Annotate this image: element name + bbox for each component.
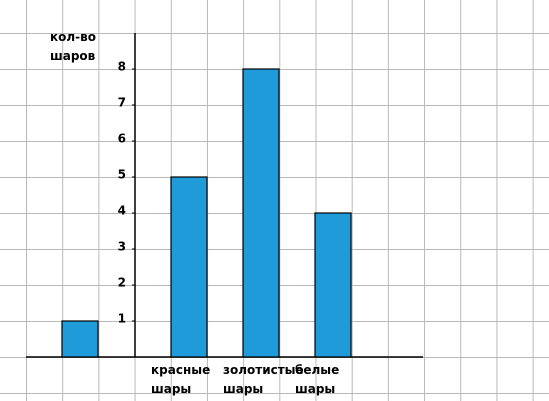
x-tick-label: красные шары <box>151 363 211 396</box>
bar <box>61 320 99 358</box>
bar <box>242 68 280 358</box>
y-axis-label: кол-во шаров <box>50 30 96 63</box>
x-tick-label: белые шары <box>295 363 340 396</box>
y-tick-label: 6 <box>118 132 126 146</box>
x-tick-label: золотистые шары <box>223 363 304 396</box>
y-tick-label: 5 <box>118 168 126 182</box>
bar <box>170 176 208 358</box>
bar <box>314 212 352 358</box>
y-tick-label: 1 <box>118 312 126 326</box>
y-tick-label: 8 <box>118 60 126 74</box>
y-tick-label: 4 <box>118 204 126 218</box>
y-tick-label: 3 <box>118 240 126 254</box>
y-tick-label: 2 <box>118 276 126 290</box>
y-tick-label: 7 <box>118 96 126 110</box>
